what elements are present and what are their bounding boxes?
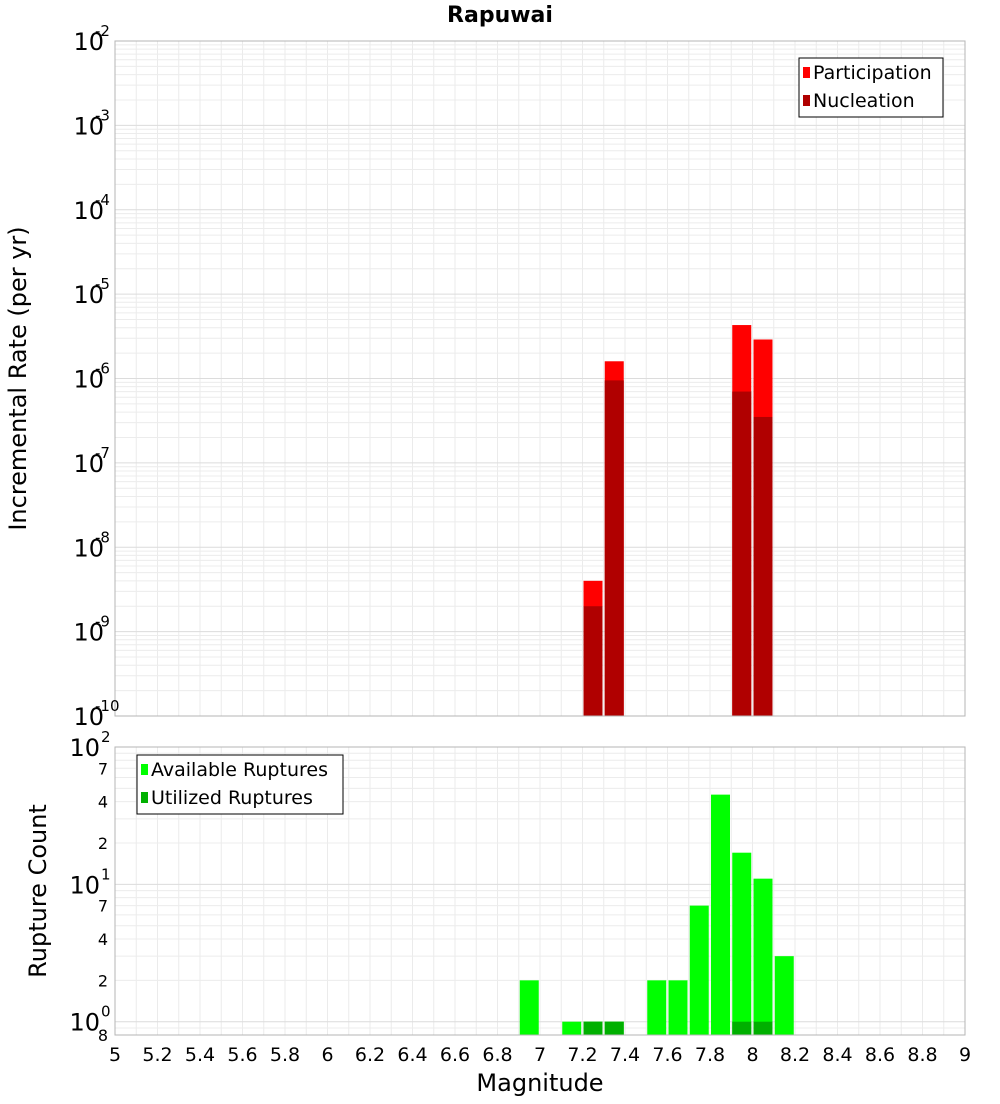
y-tick-exponent: -10 [95,697,120,715]
bar-available-ruptures [711,794,730,1035]
x-tick-label: 6.4 [397,1044,427,1066]
y-tick-label: 2 [98,834,108,853]
bar-utilized-ruptures [753,1021,773,1035]
x-tick-label: 7.8 [695,1044,725,1066]
y-tick-label: 10 [73,366,104,394]
legend-box [136,754,344,815]
y-tick-label: 7 [98,759,108,778]
bar-available-ruptures [519,980,539,1035]
y-tick-exponent: -2 [95,22,110,40]
y-tick-label: 10 [73,112,104,140]
x-tick-label: 5.4 [185,1044,215,1066]
legend-label: Nucleation [813,90,915,112]
y-tick-exponent: 2 [101,728,111,746]
y-tick-exponent: -4 [95,191,110,209]
legend-swatch [141,792,148,803]
y-tick-label: 10 [73,450,104,478]
x-tick-label: 5 [109,1044,121,1066]
bar-available-ruptures [689,905,709,1035]
bar-available-ruptures [668,980,688,1035]
y-tick-label: 10 [73,619,104,647]
y-tick-label: 10 [73,28,104,56]
legend-box [798,57,944,118]
x-tick-label: 5.6 [227,1044,257,1066]
y-tick-label: 10 [69,734,100,762]
y-tick-label: 10 [69,1009,100,1037]
y-tick-label: 2 [98,971,108,990]
y-tick-exponent: 1 [101,865,111,883]
y-tick-exponent: -8 [95,528,110,546]
y-tick-label: 10 [73,534,104,562]
x-tick-label: 6.8 [482,1044,512,1066]
chart-title: Rapuwai [447,3,553,28]
x-tick-label: 9 [959,1044,971,1066]
legend-swatch [803,95,810,106]
bar-utilized-ruptures [604,1021,624,1035]
bar-nucleation [604,380,624,716]
bar-utilized-ruptures [583,1021,603,1035]
bar-available-ruptures [562,1021,582,1035]
y-tick-label: 4 [98,930,108,949]
y-tick-exponent: -3 [95,106,110,124]
y-tick-exponent: -6 [95,360,110,378]
x-tick-label: 8.6 [865,1044,895,1066]
bar-nucleation [732,391,752,716]
bar-nucleation [753,416,773,716]
y-axis-title: Incremental Rate (per yr) [4,226,32,530]
x-tick-label: 7.4 [610,1044,640,1066]
y-tick-label: 10 [69,871,100,899]
x-tick-label: 5.2 [142,1044,172,1066]
legend-label: Available Ruptures [151,759,328,781]
bar-available-ruptures [774,956,794,1035]
y-tick-label: 10 [73,281,104,309]
x-tick-label: 7.2 [567,1044,597,1066]
y-tick-exponent: -9 [95,613,110,631]
x-tick-label: 5.8 [270,1044,300,1066]
x-tick-label: 6.6 [440,1044,470,1066]
plot-border-0 [114,40,966,717]
x-tick-label: 6.2 [355,1044,385,1066]
x-tick-label: 8.2 [780,1044,810,1066]
y-axis-title: Rupture Count [24,804,52,978]
legend-label: Utilized Ruptures [151,787,313,809]
x-tick-label: 8.4 [822,1044,852,1066]
x-tick-label: 8.8 [907,1044,937,1066]
y-tick-exponent: -5 [95,275,110,293]
legend-swatch [141,764,148,775]
bar-nucleation [583,606,603,716]
legend-swatch [803,67,810,78]
y-tick-label: 4 [98,793,108,812]
legend-label: Participation [813,62,932,84]
plot-border-1 [114,746,966,1036]
y-tick-exponent: 0 [101,1003,111,1021]
bar-available-ruptures [647,980,667,1035]
x-tick-label: 8 [746,1044,758,1066]
bar-utilized-ruptures [732,1021,752,1035]
x-tick-label: 7.6 [652,1044,682,1066]
x-axis-title: Magnitude [476,1069,603,1097]
y-tick-label: 7 [98,897,108,916]
y-tick-label: 8 [98,1026,108,1045]
y-tick-label: 10 [73,197,104,225]
bar-available-ruptures [753,878,773,1035]
x-tick-label: 6 [321,1044,333,1066]
y-tick-exponent: -7 [95,444,110,462]
y-tick-label: 10 [73,703,104,731]
x-tick-label: 7 [534,1044,546,1066]
bar-available-ruptures [732,852,752,1035]
